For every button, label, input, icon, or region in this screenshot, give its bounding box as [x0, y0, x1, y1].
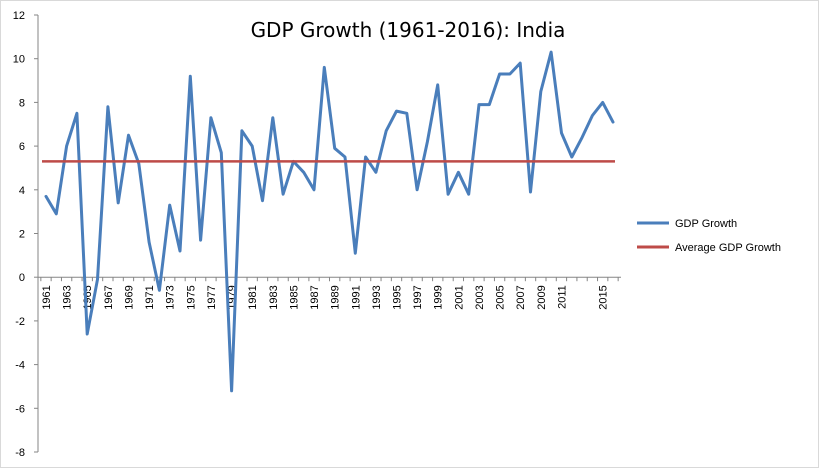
x-tick-label: 2007 [515, 285, 527, 309]
legend-label: GDP Growth [675, 218, 737, 230]
x-tick-label: 1967 [103, 285, 115, 309]
legend-label: Average GDP Growth [675, 242, 781, 254]
y-tick-label: 2 [19, 229, 25, 241]
x-tick-label: 1997 [412, 285, 424, 309]
x-tick-label: 1971 [144, 285, 156, 309]
x-tick-label: 1977 [206, 285, 218, 309]
x-tick-label: 1995 [392, 285, 404, 309]
y-tick-label: -4 [15, 360, 25, 372]
x-tick-label: 1993 [371, 285, 383, 309]
x-tick-label: 1989 [330, 285, 342, 309]
y-tick-label: 8 [19, 97, 25, 109]
y-tick-label: 6 [19, 141, 25, 153]
x-tick-label: 1981 [247, 285, 259, 309]
x-tick-label: 2003 [474, 285, 486, 309]
y-tick-label: 10 [13, 54, 25, 66]
x-tick-label: 1969 [123, 285, 135, 309]
x-tick-label: 1987 [309, 285, 321, 309]
x-tick-label: 1975 [185, 285, 197, 309]
x-tick-label: 1985 [288, 285, 300, 309]
x-tick-label: 1991 [350, 285, 362, 309]
y-tick-label: -6 [15, 403, 25, 415]
y-tick-label: 0 [19, 272, 25, 284]
x-tick-label: 2009 [536, 285, 548, 309]
x-tick-label: 2015 [598, 285, 610, 309]
y-tick-label: 12 [13, 10, 25, 22]
x-tick-label: 2005 [495, 285, 507, 309]
x-tick-label: 1963 [62, 285, 74, 309]
y-tick-label: -8 [15, 447, 25, 459]
y-tick-label: -2 [15, 316, 25, 328]
gdp-growth-line [44, 50, 615, 393]
series-layer [42, 50, 615, 393]
x-tick-label: 1961 [41, 285, 53, 309]
x-tick-label: 2001 [453, 285, 465, 309]
y-tick-label: 4 [19, 185, 25, 197]
x-tick-label: 2011 [556, 285, 568, 309]
x-tick-label: 1983 [268, 285, 280, 309]
x-tick-label: 1973 [165, 285, 177, 309]
chart-title: GDP Growth (1961-2016): India [251, 18, 566, 42]
x-tick-label: 1999 [433, 285, 445, 309]
chart-legend: GDP Growth Average GDP Growth [637, 218, 781, 254]
